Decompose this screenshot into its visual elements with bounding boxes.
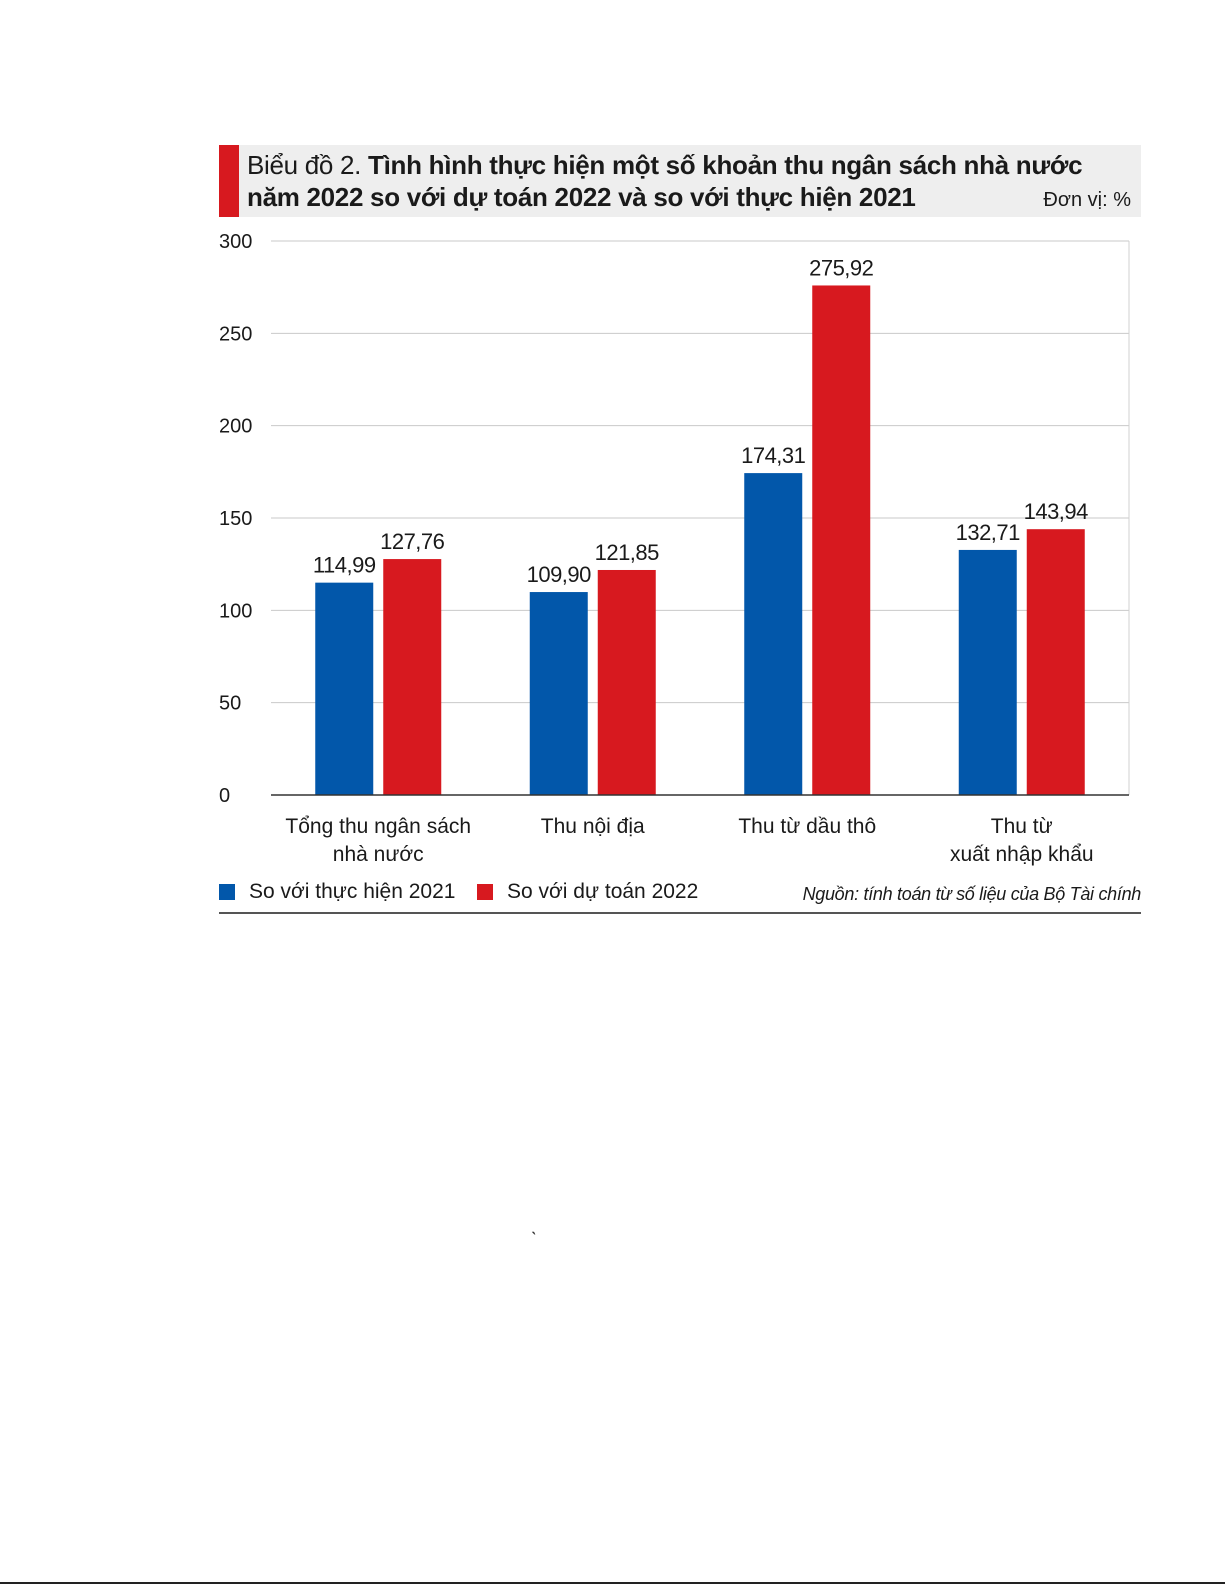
data-label: 121,85 — [595, 540, 660, 565]
y-tick-label: 0 — [219, 785, 230, 807]
legend-item-2021: So với thực hiện 2021 — [219, 880, 455, 904]
data-label: 132,71 — [956, 520, 1021, 545]
bar — [744, 473, 803, 795]
data-label: 109,90 — [527, 562, 592, 587]
chart-title: Biểu đồ 2. Tình hình thực hiện một số kh… — [247, 149, 1117, 213]
page-bottom-line — [0, 1582, 1225, 1584]
legend: So với thực hiện 2021 So với dự toán 202… — [219, 880, 1141, 908]
legend-label: So với thực hiện 2021 — [249, 880, 456, 903]
legend-item-2022: So với dự toán 2022 — [477, 880, 698, 904]
bar — [383, 559, 442, 795]
unit-label: Đơn vị: % — [1043, 189, 1131, 211]
accent-bar — [219, 145, 239, 217]
data-label: 275,92 — [809, 255, 874, 280]
x-tick-label: Thu nội địa — [541, 815, 645, 838]
x-tick-label: Thu từ — [991, 815, 1053, 838]
y-tick-label: 50 — [219, 693, 241, 715]
chart-figure: Biểu đồ 2. Tình hình thực hiện một số kh… — [219, 145, 1141, 925]
legend-swatch-red — [477, 884, 493, 900]
bottom-rule — [219, 912, 1141, 914]
title-main: Tình hình thực hiện một số khoản thu ngâ… — [247, 150, 1083, 212]
data-label: 143,94 — [1024, 499, 1089, 524]
x-tick-label: xuất nhập khẩu — [950, 843, 1094, 866]
data-label: 114,99 — [313, 553, 376, 578]
bar — [1026, 529, 1085, 795]
y-tick-label: 200 — [219, 416, 252, 438]
y-tick-label: 250 — [219, 323, 252, 345]
title-prefix: Biểu đồ 2. — [247, 150, 362, 180]
data-label: 127,76 — [380, 529, 445, 554]
y-tick-label: 100 — [219, 600, 252, 622]
legend-label: So với dự toán 2022 — [507, 880, 699, 903]
y-tick-label: 300 — [219, 231, 252, 253]
data-label: 174,31 — [741, 443, 806, 468]
bar — [315, 582, 374, 795]
y-tick-label: 150 — [219, 508, 252, 530]
x-tick-label: Thu từ dầu thô — [738, 815, 876, 838]
x-tick-label: Tổng thu ngân sách — [285, 815, 471, 838]
source-note: Nguồn: tính toán từ số liệu của Bộ Tài c… — [802, 884, 1142, 904]
legend-swatch-blue — [219, 884, 235, 900]
chart-header: Biểu đồ 2. Tình hình thực hiện một số kh… — [219, 145, 1141, 217]
bar — [597, 569, 656, 795]
bar — [958, 549, 1017, 795]
bar — [529, 592, 588, 795]
bar — [812, 285, 871, 795]
x-tick-label: nhà nước — [333, 843, 424, 866]
